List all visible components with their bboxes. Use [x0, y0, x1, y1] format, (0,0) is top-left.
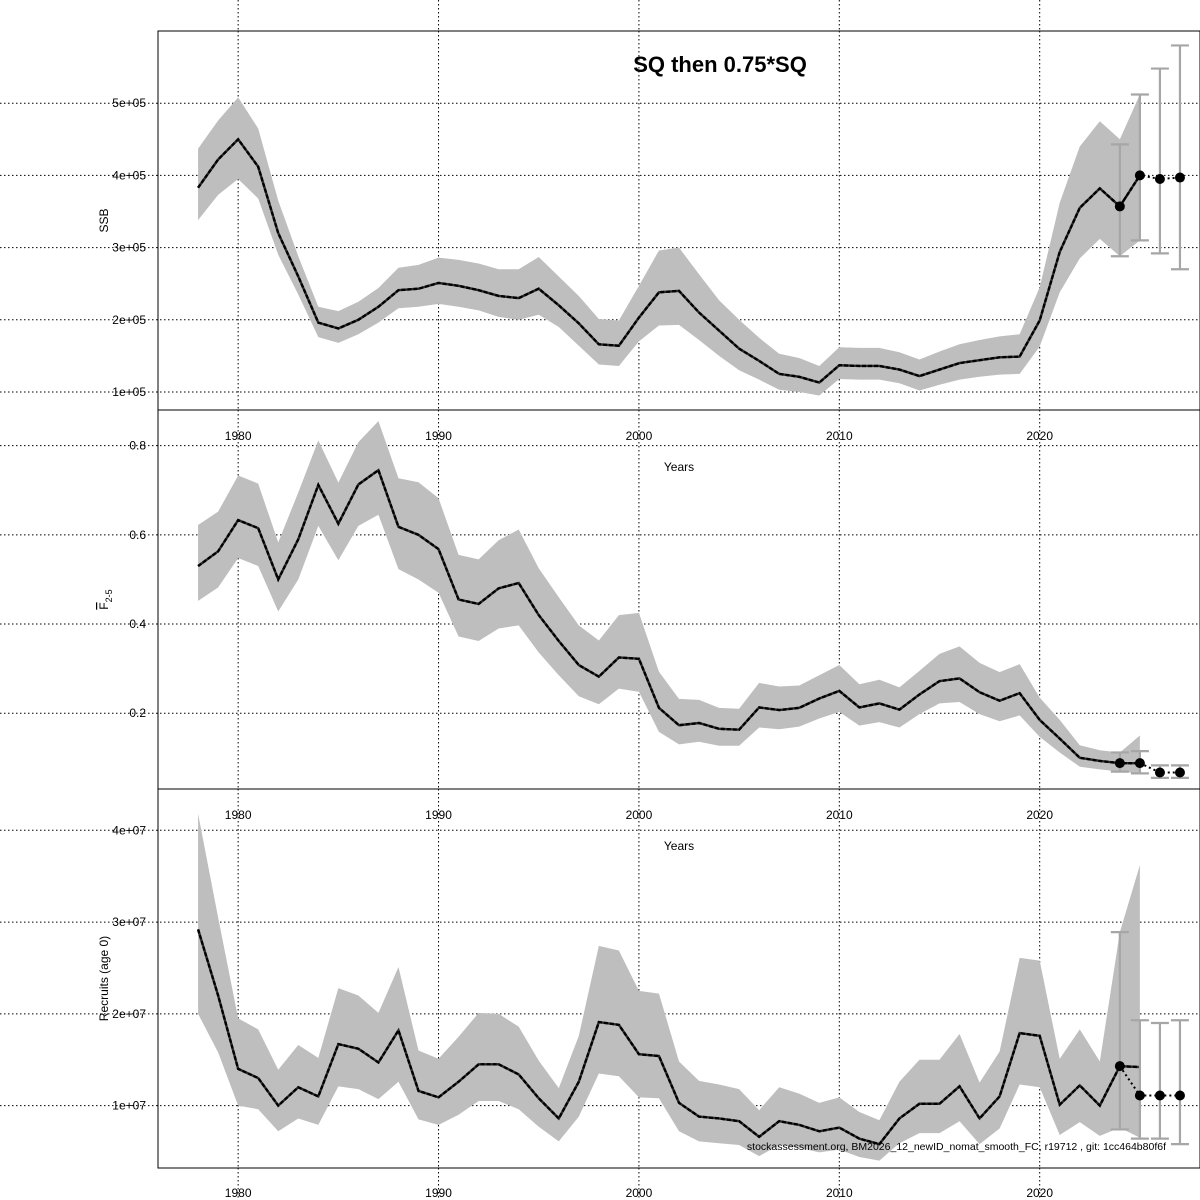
panel-1: 1e+05 2e+05 3e+05 4e+05 5e+05 SSB — [0, 0, 1200, 411]
x-tick-label-bottom: 2000 — [626, 1186, 653, 1200]
x-tick-label: 2010 — [826, 429, 853, 443]
plot-frame — [157, 788, 1200, 1169]
x-tick-label: 2010 — [826, 808, 853, 822]
forecast-2026 — [1150, 67, 1169, 255]
forecast-2024 — [1110, 143, 1129, 258]
y-tick-label: 4e+05 — [112, 168, 146, 182]
x-tick-label-bottom: 2020 — [1026, 1186, 1053, 1200]
x-tick-label-bottom: 2010 — [826, 1186, 853, 1200]
y-tick-label: 0.8 — [129, 439, 146, 453]
x-tick-label: 1990 — [425, 808, 452, 822]
confidence-band — [198, 421, 1140, 774]
forecast-point — [1174, 767, 1185, 778]
y-tick-label: 2e+05 — [112, 313, 146, 327]
x-tick-label-bottom: 1980 — [225, 1186, 252, 1200]
forecast-point — [1154, 1090, 1165, 1101]
confidence-band — [198, 813, 1140, 1161]
forecast-point — [1174, 172, 1185, 183]
forecast-2027 — [1170, 44, 1189, 271]
forecast-2026 — [1150, 1021, 1169, 1140]
forecast-point — [1114, 1061, 1125, 1072]
confidence-band — [198, 94, 1140, 396]
forecast-2024 — [1110, 931, 1129, 1131]
y-tick-label: 1e+05 — [112, 385, 146, 399]
y-tick-label: 0.2 — [129, 706, 146, 720]
y-axis-label: Recruits (age 0) — [97, 936, 111, 1021]
chart-title: SQ then 0.75*SQ — [633, 52, 807, 77]
x-tick-label: 1990 — [425, 429, 452, 443]
forecast-line — [1119, 1065, 1180, 1097]
x-tick-label: 2000 — [626, 808, 653, 822]
y-axis-label: SSB — [97, 208, 111, 232]
forecast-point — [1154, 767, 1165, 778]
estimate-line-dashes — [197, 137, 1141, 384]
x-axis-label: Years — [664, 460, 694, 474]
y-tick-label: 2e+07 — [112, 1007, 146, 1021]
forecast-point — [1114, 758, 1125, 769]
y-axis-label: F2-5 — [97, 589, 114, 609]
panel-3: 1e+07 2e+07 3e+07 4e+07 1980 1990 2000 2010 2020… — [0, 788, 1200, 1200]
forecast-point — [1174, 1090, 1185, 1101]
plot-frame — [157, 30, 1200, 411]
forecast-2025 — [1130, 1019, 1149, 1140]
y-tick-label: 1e+07 — [112, 1099, 146, 1113]
x-tick-label-bottom: 1990 — [425, 1186, 452, 1200]
forecast-point — [1134, 1090, 1145, 1101]
estimate-line-dashes — [197, 468, 1140, 765]
forecast-point — [1154, 173, 1165, 184]
forecast-point — [1114, 201, 1125, 212]
forecast-2025 — [1130, 93, 1149, 242]
x-tick-label: 2000 — [626, 429, 653, 443]
panel-2: 0.2 0.4 0.6 0.8 1980 1990 2000 2010 2020 Years F2-… — [0, 409, 1200, 790]
x-axis-label: Years — [664, 839, 694, 853]
x-tick-label: 1980 — [225, 429, 252, 443]
forecast-point — [1134, 170, 1145, 181]
y-tick-label: 4e+07 — [112, 823, 146, 837]
y-tick-label: 5e+05 — [112, 96, 146, 110]
y-tick-label: 0.6 — [129, 528, 146, 542]
forecast-point — [1134, 758, 1145, 769]
footer-credit: stockassessment.org, BM2026_12_newID_nom… — [747, 1141, 1166, 1153]
y-tick-label: 3e+07 — [112, 915, 146, 929]
x-tick-label: 2020 — [1026, 429, 1053, 443]
estimate-line-dashes — [196, 929, 1140, 1146]
y-tick-label: 0.4 — [129, 617, 146, 631]
forecast-line — [1119, 762, 1180, 774]
x-tick-label: 2020 — [1026, 808, 1053, 822]
x-tick-label: 1980 — [225, 808, 252, 822]
forecast-2027 — [1170, 1019, 1189, 1146]
y-tick-label: 3e+05 — [112, 241, 146, 255]
